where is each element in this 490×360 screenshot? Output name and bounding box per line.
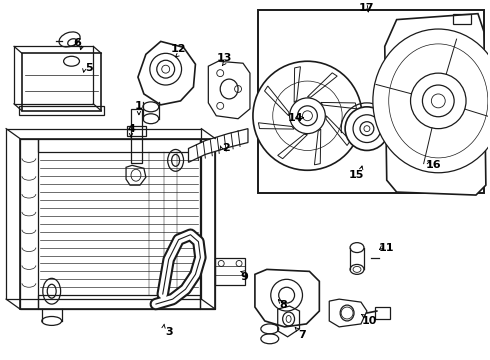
Bar [38, 139, 200, 152]
Text: 5: 5 [86, 63, 93, 73]
Text: 11: 11 [379, 243, 394, 253]
Circle shape [290, 98, 325, 134]
Bar [38, 295, 200, 309]
Polygon shape [189, 129, 248, 162]
Text: 1: 1 [135, 101, 143, 111]
Polygon shape [385, 14, 486, 195]
Bar [22, 53, 101, 111]
Bar [127, 126, 146, 136]
Text: 14: 14 [288, 113, 303, 123]
Text: 16: 16 [425, 160, 441, 170]
Bar [215, 257, 245, 285]
Bar [19, 106, 104, 115]
Text: 7: 7 [298, 330, 306, 340]
Text: 13: 13 [217, 53, 232, 63]
Text: 3: 3 [165, 327, 172, 337]
Ellipse shape [373, 29, 490, 173]
Bar [258, 10, 484, 193]
Bar [375, 307, 390, 319]
Circle shape [411, 73, 466, 129]
Bar [20, 139, 215, 309]
Bar [453, 14, 471, 23]
Text: 17: 17 [359, 3, 375, 13]
Text: 6: 6 [74, 39, 81, 48]
Bar [131, 109, 142, 163]
Text: 4: 4 [127, 123, 135, 134]
Text: 2: 2 [222, 144, 230, 153]
Text: 8: 8 [280, 300, 288, 310]
Text: 10: 10 [361, 316, 377, 326]
Text: 9: 9 [240, 272, 248, 282]
Bar [14, 46, 93, 104]
Bar [200, 139, 215, 309]
Bar [20, 139, 38, 309]
Text: 12: 12 [171, 44, 186, 54]
Circle shape [253, 61, 362, 170]
Circle shape [345, 107, 389, 150]
Text: 15: 15 [348, 170, 364, 180]
